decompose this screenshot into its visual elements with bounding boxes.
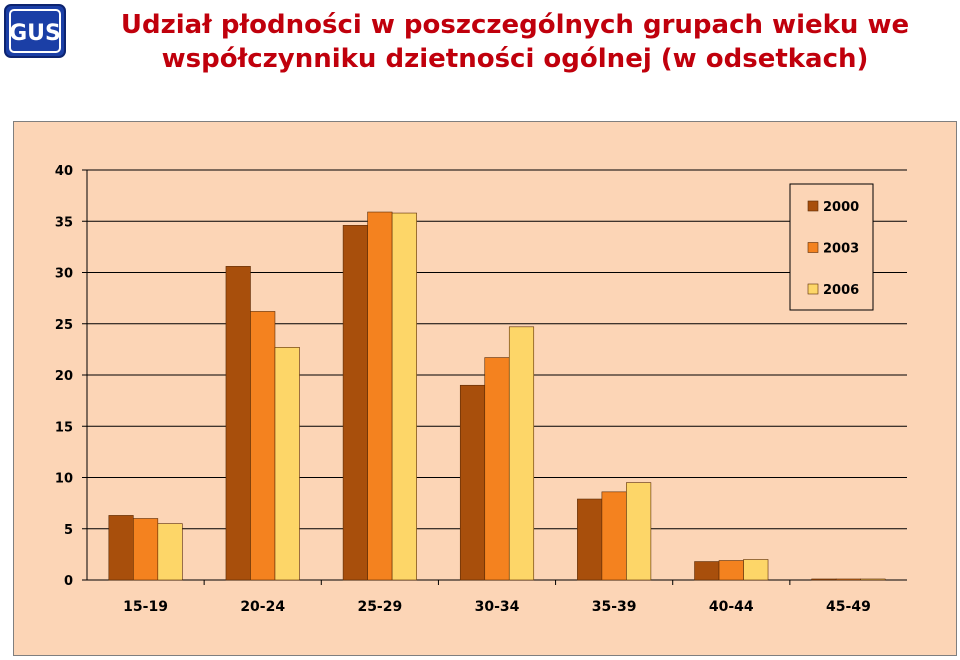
legend-box — [789, 183, 874, 311]
x-tick-label: 20-24 — [240, 599, 285, 615]
y-tick-label: 25 — [55, 318, 73, 333]
bar-2006-20-24 — [274, 347, 300, 581]
bar-2006-15-19 — [157, 523, 183, 581]
chart-area: 0 5 10 15 20 25 30 35 40 15-19 20-24 25-29 30-34 35-3… — [13, 121, 957, 656]
x-tick-label: 15-19 — [123, 599, 168, 615]
legend-swatch-2000 — [807, 200, 819, 212]
legend-label-2003: 2003 — [823, 242, 859, 257]
y-tick-label: 10 — [55, 472, 73, 487]
bar-chart: 0 5 10 15 20 25 30 35 40 15-19 20-24 25-29 30-34 35-3… — [55, 164, 907, 615]
bar-2000-35-39 — [577, 498, 603, 581]
legend-swatch-2003 — [807, 242, 819, 253]
x-tick-label: 30-34 — [475, 599, 520, 615]
gus-logo: GUS — [4, 4, 66, 58]
bar-2006-30-34 — [508, 326, 535, 581]
bar-2003-40-44 — [718, 560, 744, 581]
legend-swatch-2006 — [807, 283, 819, 295]
bar-2003-45-49 — [835, 578, 861, 581]
bar-2000-45-49 — [811, 578, 837, 581]
x-tick-label: 35-39 — [592, 599, 637, 615]
page-title: Udział płodności w poszczególnych grupac… — [80, 8, 950, 76]
y-tick-label: 20 — [55, 369, 73, 384]
bar-2003-25-29 — [367, 211, 393, 581]
bar-2003-35-39 — [601, 491, 627, 581]
bar-2006-45-49 — [860, 578, 886, 581]
x-tick-label: 25-29 — [357, 599, 402, 615]
bar-2000-20-24 — [225, 266, 251, 581]
y-tick-label: 15 — [55, 420, 73, 435]
bar-2003-15-19 — [133, 518, 159, 581]
y-tick-label: 30 — [55, 267, 73, 282]
bar-2006-40-44 — [743, 559, 769, 581]
title-line-1: Udział płodności w poszczególnych grupac… — [120, 10, 910, 40]
y-tick-label: 35 — [55, 215, 73, 230]
y-tick-label: 0 — [64, 574, 73, 589]
bar-2000-25-29 — [342, 225, 368, 581]
bar-2003-30-34 — [484, 357, 510, 581]
logo-text: GUS — [9, 21, 61, 46]
bar-2003-20-24 — [250, 311, 276, 581]
x-tick-label: 45-49 — [826, 599, 871, 615]
bar-2000-40-44 — [694, 561, 720, 581]
x-tick-label: 40-44 — [709, 599, 754, 615]
title-line-2: współczynniku dzietności ogólnej (w odse… — [161, 44, 869, 74]
y-tick-label: 5 — [64, 523, 73, 538]
legend-label-2006: 2006 — [823, 283, 859, 298]
legend-label-2000: 2000 — [823, 200, 859, 215]
bar-2000-30-34 — [459, 384, 486, 581]
bar-2006-35-39 — [626, 482, 652, 581]
y-tick-label: 40 — [55, 164, 73, 179]
bar-2006-25-29 — [391, 212, 417, 581]
bar-2000-15-19 — [108, 515, 134, 581]
